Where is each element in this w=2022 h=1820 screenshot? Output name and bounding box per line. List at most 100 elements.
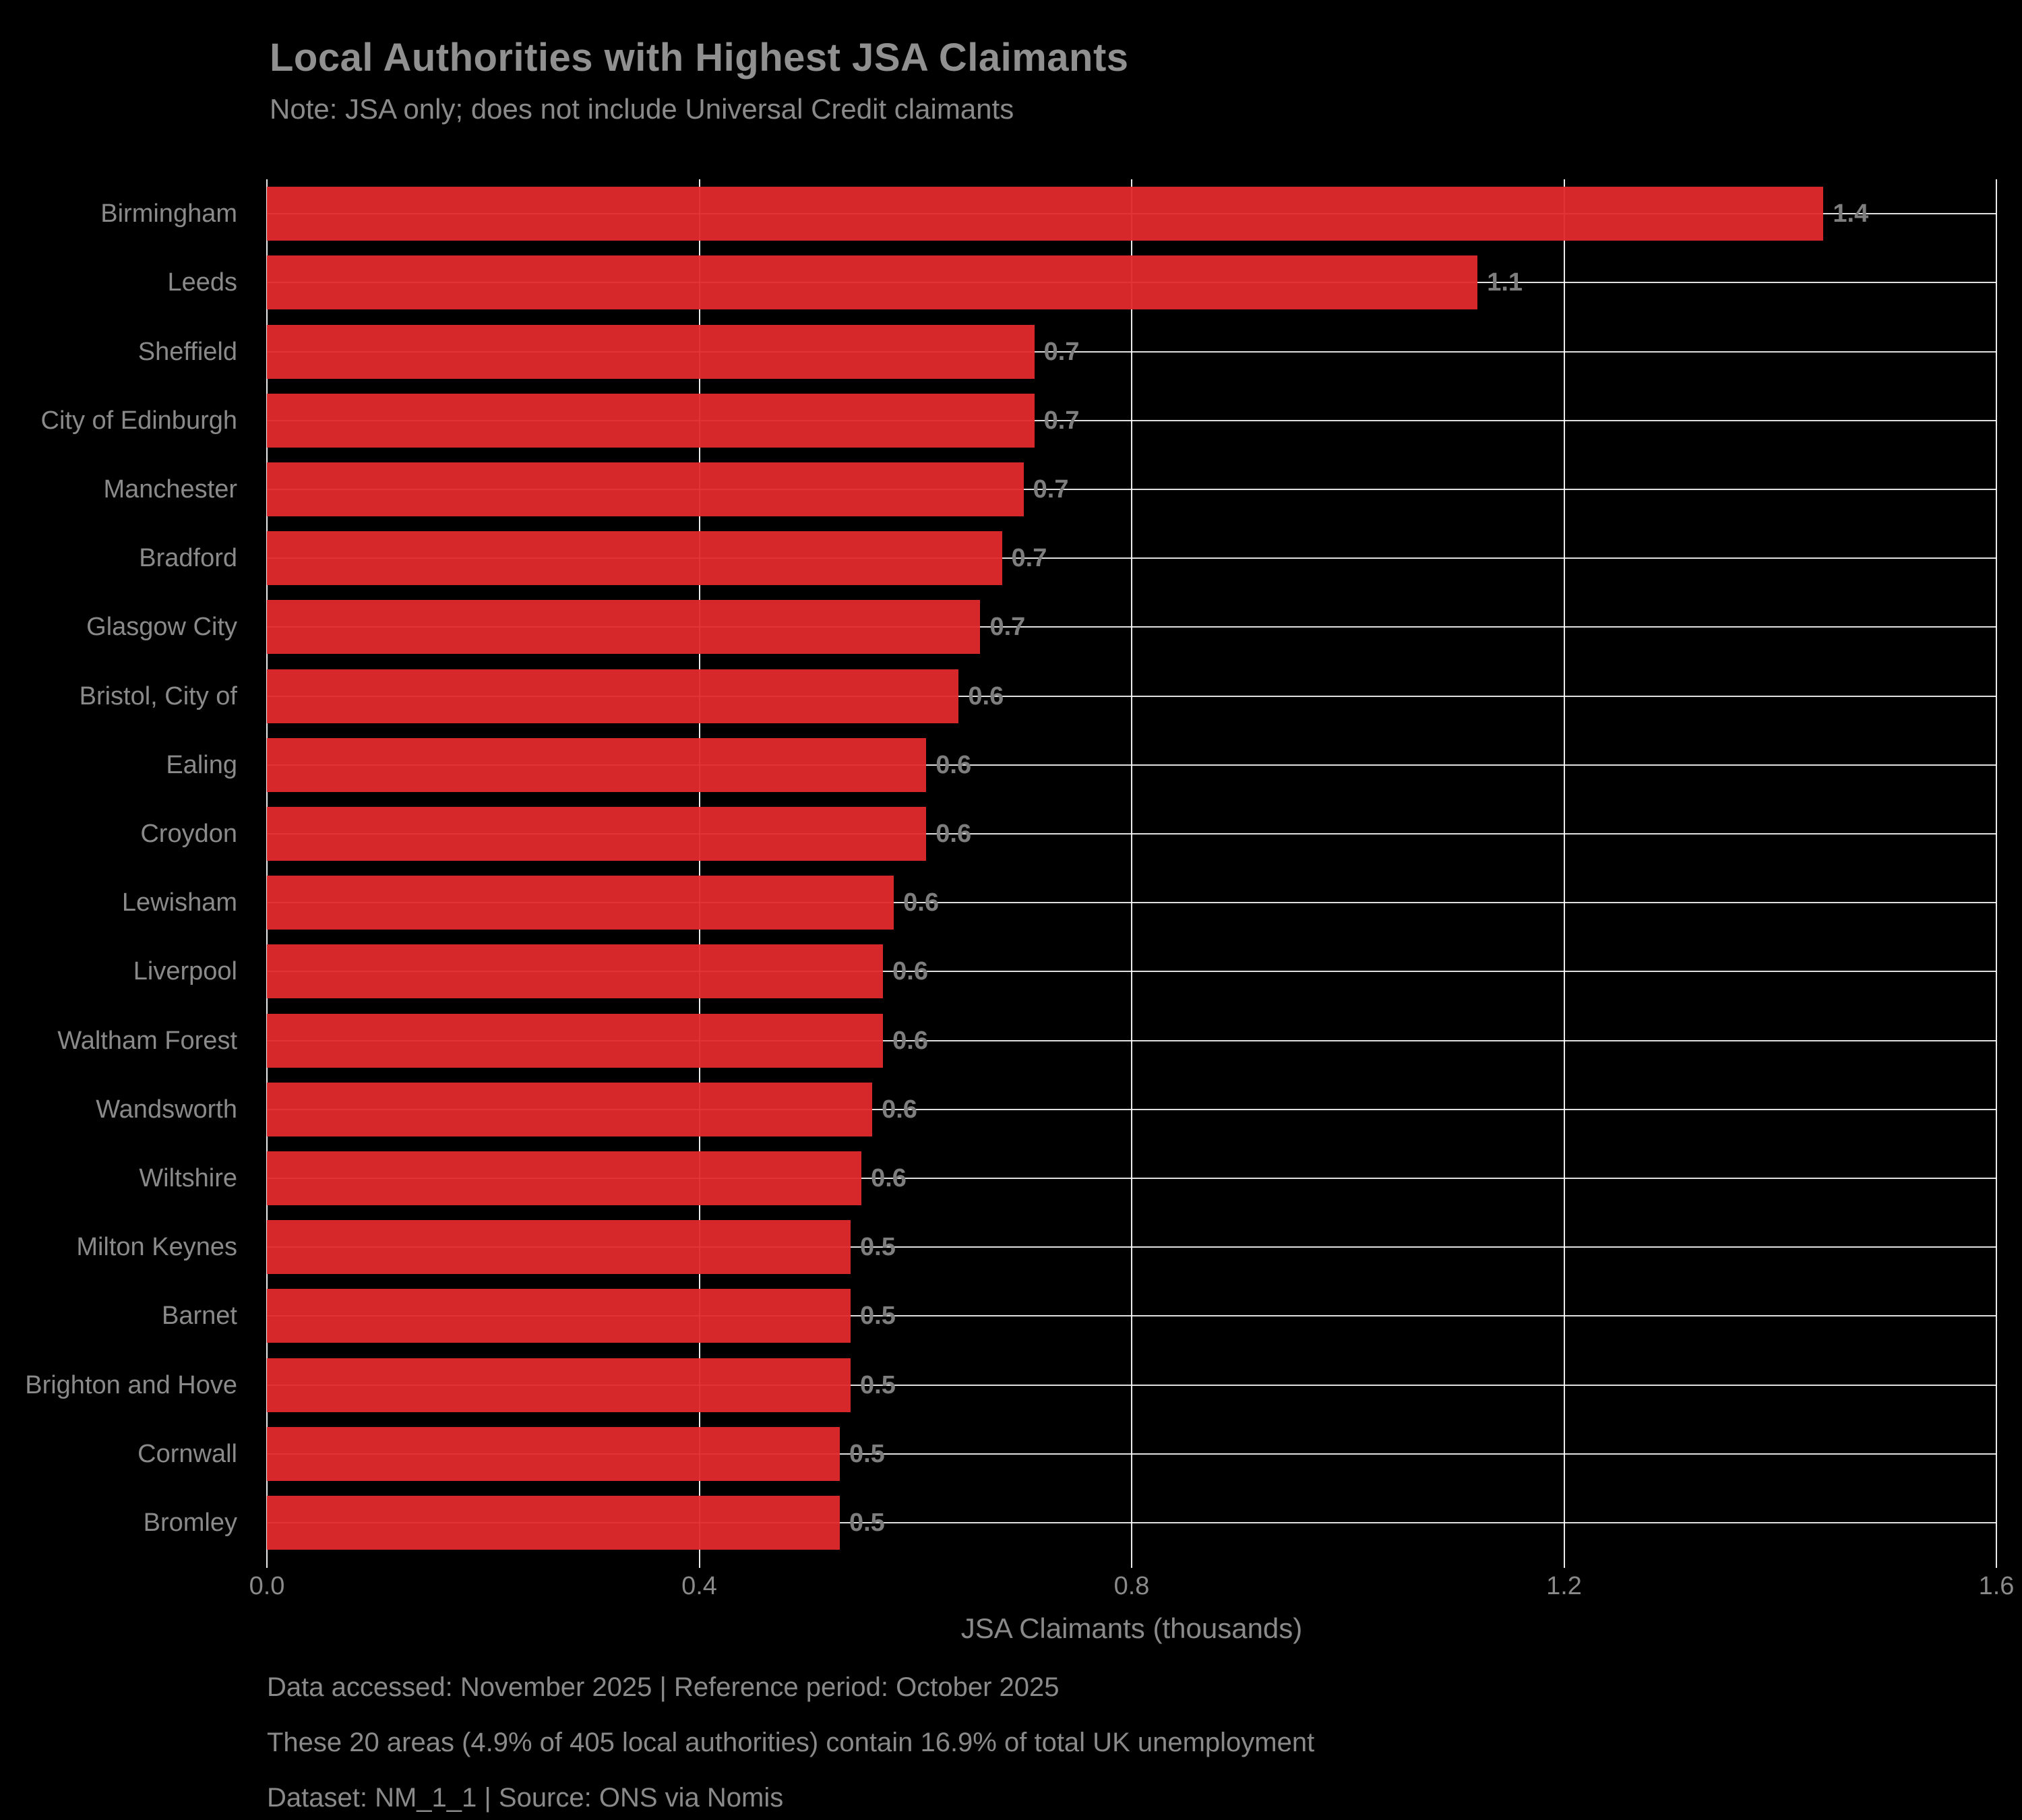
category-label: Milton Keynes [76, 1233, 237, 1262]
category-label: Barnet [162, 1302, 237, 1331]
bar-value-label: 0.7 [1011, 544, 1047, 573]
horizontal-gridline [267, 488, 1996, 490]
bar [267, 1495, 840, 1550]
category-label: Lewisham [121, 888, 237, 917]
horizontal-gridline [267, 695, 1996, 697]
bar [267, 1013, 884, 1068]
x-tick-label: 1.6 [1978, 1572, 2015, 1600]
bar [267, 944, 884, 999]
category-label: Brighton and Hove [25, 1370, 237, 1399]
bar-value-label: 0.6 [936, 750, 972, 779]
horizontal-gridline [267, 626, 1996, 628]
chart-title: Local Authorities with Highest JSA Claim… [270, 36, 1129, 80]
bar-value-label: 0.5 [860, 1302, 896, 1331]
bar-value-label: 1.4 [1833, 200, 1869, 229]
footnote-data-accessed: Data accessed: November 2025 | Reference… [267, 1672, 1060, 1702]
chart-subtitle: Note: JSA only; does not include Univers… [270, 93, 1014, 125]
horizontal-gridline [267, 1521, 1996, 1523]
horizontal-gridline [267, 1039, 1996, 1041]
footnote-coverage: These 20 areas (4.9% of 405 local author… [267, 1728, 1315, 1757]
bar-value-label: 0.5 [860, 1233, 896, 1262]
bar-value-label: 0.5 [849, 1439, 885, 1468]
category-label: Liverpool [133, 957, 237, 986]
bar [267, 1082, 873, 1136]
bar [267, 1151, 862, 1205]
bar-value-label: 0.7 [1043, 337, 1080, 366]
bar [267, 737, 927, 792]
bar-value-label: 0.6 [903, 888, 939, 917]
bar-value-label: 0.6 [892, 957, 928, 986]
bar [267, 531, 1002, 586]
horizontal-gridline [267, 1315, 1996, 1317]
bar [267, 255, 1478, 310]
category-label: Cornwall [137, 1439, 237, 1468]
horizontal-gridline [267, 1177, 1996, 1179]
vertical-gridline [1563, 179, 1565, 1557]
horizontal-gridline [267, 557, 1996, 559]
category-label: Bromley [143, 1508, 237, 1537]
x-tick-mark [1996, 1557, 1997, 1568]
horizontal-gridline [267, 902, 1996, 904]
x-axis-label: JSA Claimants (thousands) [960, 1612, 1303, 1644]
bar [267, 462, 1024, 516]
bar [267, 1220, 851, 1275]
bar [267, 1289, 851, 1343]
bar-value-label: 0.6 [882, 1095, 917, 1124]
bar-value-label: 0.7 [1033, 475, 1069, 504]
category-label: Waltham Forest [57, 1026, 237, 1055]
x-tick-mark [1563, 1557, 1565, 1568]
vertical-gridline [1131, 179, 1132, 1557]
bar [267, 876, 894, 930]
y-axis-labels: Birmingham Leeds Sheffield City of Edinburg… [0, 179, 252, 1557]
bar [267, 1358, 851, 1412]
category-label: Leeds [167, 268, 237, 297]
footnote-source: Dataset: NM_1_1 | Source: ONS via Nomis [267, 1783, 784, 1813]
horizontal-gridline [267, 1246, 1996, 1248]
vertical-gridline [266, 179, 268, 1557]
vertical-gridline [698, 179, 700, 1557]
category-label: Wiltshire [139, 1163, 237, 1192]
bar [267, 669, 959, 723]
x-tick-label: 0.8 [1113, 1572, 1150, 1600]
bar [267, 806, 927, 861]
x-tick-label: 0.0 [249, 1572, 285, 1600]
x-tick-mark [698, 1557, 700, 1568]
category-label: City of Edinburgh [40, 406, 238, 435]
x-tick-mark [1131, 1557, 1132, 1568]
bar-value-label: 0.6 [871, 1163, 907, 1192]
bar-value-label: 1.1 [1487, 268, 1523, 297]
horizontal-gridline [267, 1108, 1996, 1110]
category-label: Birmingham [100, 200, 237, 229]
category-label: Bradford [139, 544, 237, 573]
category-label: Glasgow City [86, 613, 237, 642]
bar [267, 1426, 840, 1481]
vertical-gridline [1996, 179, 1997, 1557]
x-tick-label: 1.2 [1546, 1572, 1582, 1600]
horizontal-gridline [267, 1453, 1996, 1455]
horizontal-gridline [267, 1384, 1996, 1386]
horizontal-gridline [267, 832, 1996, 835]
bar [267, 324, 1035, 379]
horizontal-gridline [267, 764, 1996, 766]
footnotes: Data accessed: November 2025 | Reference… [267, 1660, 1314, 1820]
plot-area: 1.4 1.1 0.7 0.7 0.7 0.7 0.7 0.6 0.6 0.6 0.6 0.6 0.6 0… [266, 179, 1997, 1557]
bar-value-label: 0.6 [968, 681, 1004, 710]
bar [267, 187, 1824, 241]
bar-value-label: 0.7 [1043, 406, 1080, 435]
category-label: Ealing [166, 750, 237, 779]
category-label: Sheffield [137, 337, 237, 366]
bar [267, 393, 1035, 448]
bar [267, 600, 981, 655]
bar-value-label: 0.6 [936, 819, 972, 848]
category-label: Manchester [103, 475, 237, 504]
x-tick-mark [266, 1557, 268, 1568]
bar-value-label: 0.6 [892, 1026, 928, 1055]
horizontal-gridline [267, 351, 1996, 353]
horizontal-gridline [267, 971, 1996, 973]
category-label: Bristol, City of [79, 681, 237, 710]
bar-value-label: 0.5 [860, 1370, 896, 1399]
x-tick-label: 0.4 [681, 1572, 717, 1600]
category-label: Wandsworth [96, 1095, 237, 1124]
category-label: Croydon [140, 819, 237, 848]
